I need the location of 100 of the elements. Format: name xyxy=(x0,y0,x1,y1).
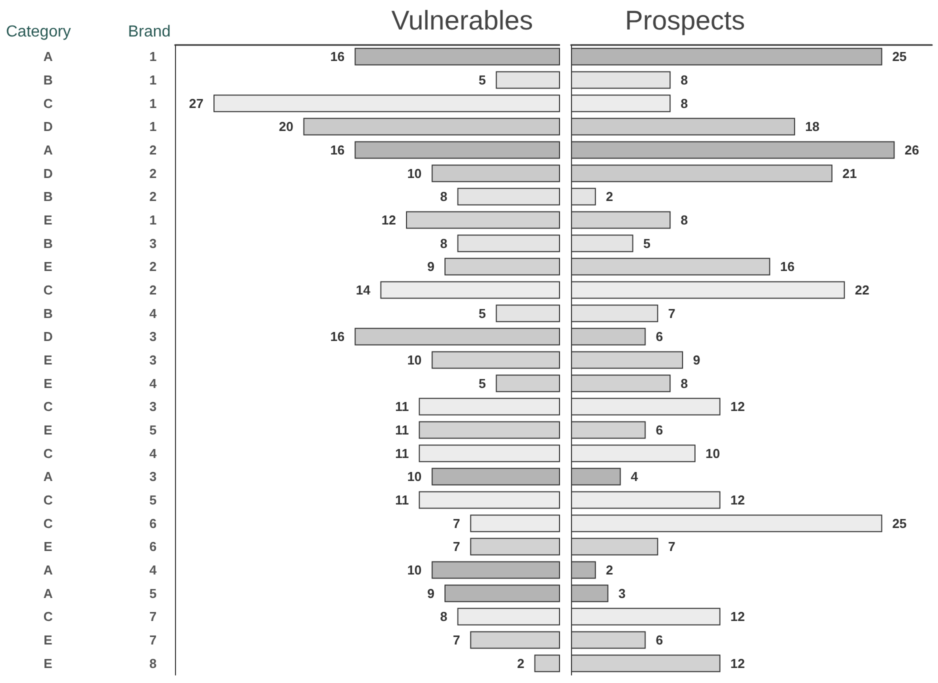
bar xyxy=(496,71,560,89)
data-label: 7 xyxy=(668,306,676,321)
y-tick-label: B xyxy=(43,236,53,251)
data-label: 9 xyxy=(427,259,434,274)
bar xyxy=(432,164,560,182)
data-label: 16 xyxy=(780,259,795,274)
bar xyxy=(432,468,560,486)
y-tick-label: A xyxy=(43,142,54,158)
y2-tick-label: 5 xyxy=(149,586,157,601)
data-label: 14 xyxy=(356,282,372,298)
bar xyxy=(406,211,560,229)
bar xyxy=(354,141,560,159)
y2-tick-label: 1 xyxy=(149,72,157,88)
bar xyxy=(418,421,560,439)
y-tick-label: D xyxy=(43,329,53,344)
data-label: 2 xyxy=(517,656,524,671)
y2-tick-label: 1 xyxy=(149,212,157,228)
data-label: 12 xyxy=(730,656,745,671)
data-label: 5 xyxy=(478,72,486,88)
data-label: 10 xyxy=(407,562,422,578)
data-label: 5 xyxy=(478,376,486,391)
bar xyxy=(303,118,560,136)
data-label: 20 xyxy=(278,119,294,134)
data-label: 16 xyxy=(330,329,345,344)
data-label: 12 xyxy=(382,212,396,228)
data-label: 21 xyxy=(842,166,857,181)
bar xyxy=(432,351,560,369)
data-label: 3 xyxy=(618,586,626,601)
data-label: 10 xyxy=(407,469,422,484)
data-label: 8 xyxy=(680,72,688,88)
y-tick-label: A xyxy=(43,49,54,64)
data-label: 8 xyxy=(680,376,688,391)
y-tick-label: E xyxy=(44,376,53,391)
y2-tick-label: 2 xyxy=(149,189,157,204)
bar xyxy=(470,514,560,532)
y-tick-label: C xyxy=(43,399,54,414)
data-label: 11 xyxy=(395,446,409,461)
y-tick-label: A xyxy=(43,586,54,601)
chart-title: Vulnerables xyxy=(391,6,533,36)
y2-tick-label: 8 xyxy=(149,656,157,671)
data-label: 4 xyxy=(630,469,639,484)
bar xyxy=(444,584,560,602)
y-tick-label: B xyxy=(43,189,53,204)
data-label: 22 xyxy=(854,282,870,298)
chart-title: Prospects xyxy=(625,6,746,36)
y-tick-label: C xyxy=(43,516,54,531)
data-label: 10 xyxy=(407,352,422,368)
data-label: 12 xyxy=(730,492,745,508)
data-label: 5 xyxy=(478,306,486,321)
y2-axis-title: Brand xyxy=(128,24,171,40)
bar xyxy=(354,48,560,66)
y-tick-label: B xyxy=(43,306,53,321)
data-label: 9 xyxy=(693,352,700,368)
bar xyxy=(418,398,560,416)
data-label: 8 xyxy=(680,96,688,111)
y2-tick-label: 6 xyxy=(149,539,157,554)
y-tick-label: E xyxy=(44,212,53,228)
data-label: 27 xyxy=(189,96,204,111)
bar xyxy=(418,444,560,462)
data-label: 7 xyxy=(668,539,676,554)
bar xyxy=(432,561,560,579)
data-label: 12 xyxy=(730,609,745,624)
data-label: 8 xyxy=(440,189,448,204)
data-label: 6 xyxy=(656,422,663,438)
y-tick-label: C xyxy=(43,96,54,111)
data-label: 11 xyxy=(395,422,409,438)
y2-tick-label: 1 xyxy=(149,96,157,111)
y-tick-label: A xyxy=(43,562,54,578)
bar xyxy=(470,631,560,649)
data-label: 7 xyxy=(452,539,460,554)
data-label: 7 xyxy=(452,516,460,531)
data-label: 9 xyxy=(427,586,434,601)
y2-tick-label: 3 xyxy=(149,329,157,344)
y2-tick-label: 7 xyxy=(149,609,157,624)
y2-tick-label: 4 xyxy=(149,562,158,578)
bar xyxy=(457,188,560,206)
y2-tick-label: 3 xyxy=(149,399,157,414)
bar xyxy=(380,281,560,299)
bar xyxy=(354,328,560,346)
data-label: 16 xyxy=(330,142,345,158)
y-axis-title: Category xyxy=(6,24,71,40)
y-tick-label: E xyxy=(44,656,53,671)
y-tick-label: E xyxy=(44,259,53,274)
data-label: 12 xyxy=(730,399,745,414)
y2-tick-label: 2 xyxy=(149,142,157,158)
data-label: 8 xyxy=(440,609,448,624)
data-label: 11 xyxy=(395,399,409,414)
bar xyxy=(534,654,560,672)
data-label: 11 xyxy=(395,492,409,508)
data-label: 2 xyxy=(606,189,614,204)
bar xyxy=(214,94,560,112)
data-label: 2 xyxy=(606,562,614,578)
y2-tick-label: 3 xyxy=(149,236,157,251)
data-label: 7 xyxy=(452,632,460,648)
y2-tick-label: 7 xyxy=(149,632,157,648)
y2-tick-label: 4 xyxy=(149,446,158,461)
y-tick-label: C xyxy=(43,446,54,461)
data-label: 10 xyxy=(705,446,720,461)
data-label: 8 xyxy=(680,212,688,228)
bar xyxy=(496,374,560,392)
